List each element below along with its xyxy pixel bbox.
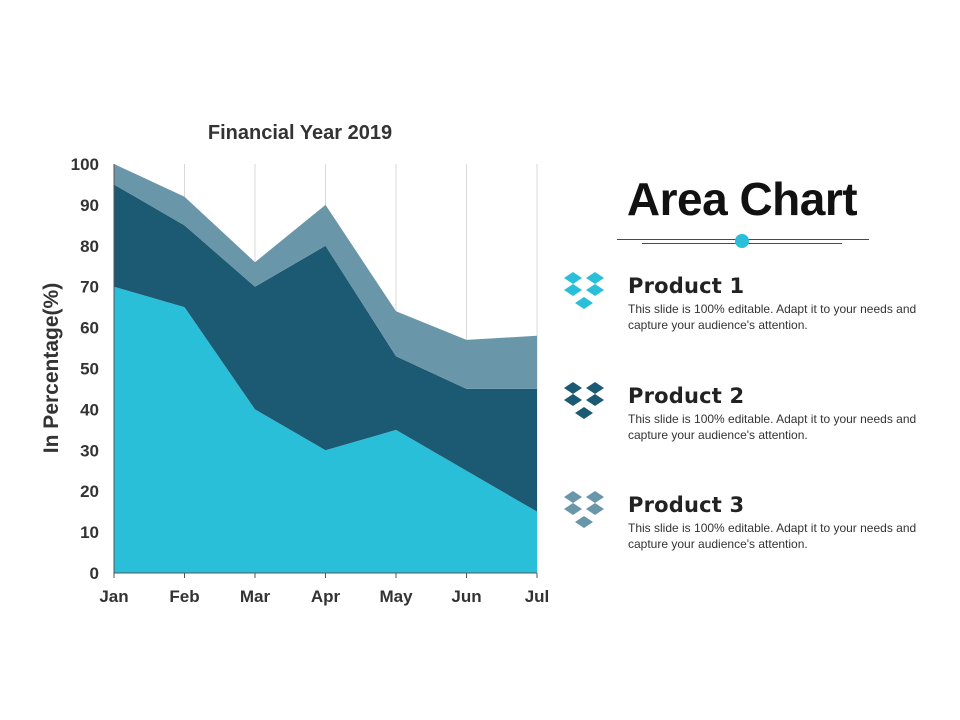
icon-facet: [586, 503, 604, 515]
dropbox-box-icon: [564, 382, 604, 419]
product-description: This slide is 100% editable. Adapt it to…: [628, 521, 917, 551]
dropbox-box-icon: [564, 272, 604, 309]
y-axis-ticks: 0 10 20 30 40 50 60 70 80 90 100: [71, 155, 99, 583]
icon-facet: [575, 516, 593, 528]
icon-facet: [575, 407, 593, 419]
icon-facet: [564, 272, 582, 284]
area-series-3: [114, 164, 537, 389]
y-tick-label: 20: [80, 482, 99, 501]
product-name: Product 3: [628, 493, 745, 517]
y-tick-label: 100: [71, 155, 99, 174]
area-chart: Financial Year 2019 0 10 20 30 40 50 60 70 80 90 1…: [40, 122, 549, 606]
y-tick-label: 80: [80, 237, 99, 256]
x-tick-label: Feb: [169, 587, 199, 606]
product-item-3: Product 3 This slide is 100% editable. A…: [560, 491, 940, 571]
x-tick-label: Jan: [99, 587, 128, 606]
chart-areas: [114, 164, 537, 573]
x-axis-ticks: Jan Feb Mar Apr May Jun Jul: [99, 573, 549, 606]
divider-dot: [735, 234, 749, 248]
y-tick-label: 0: [90, 564, 99, 583]
icon-facet: [564, 382, 582, 394]
product-item-1: Product 1 This slide is 100% editable. A…: [560, 272, 940, 352]
icon-facet: [564, 394, 582, 406]
area-series-1: [114, 286, 537, 573]
y-tick-label: 70: [80, 278, 99, 297]
product-name: Product 1: [628, 274, 745, 298]
icon-facet: [586, 272, 604, 284]
icon-facet: [586, 284, 604, 296]
x-tick-label: May: [379, 587, 413, 606]
dropbox-box-icon: [564, 491, 604, 528]
y-tick-label: 30: [80, 441, 99, 460]
page-title: Area Chart: [626, 173, 858, 225]
icon-facet: [586, 382, 604, 394]
icon-facet: [564, 284, 582, 296]
y-axis-label: In Percentage(%): [40, 283, 63, 453]
icon-facet: [575, 297, 593, 309]
chart-title: Financial Year 2019: [208, 122, 392, 144]
y-tick-label: 50: [80, 360, 99, 379]
product-description: This slide is 100% editable. Adapt it to…: [628, 412, 917, 442]
icon-facet: [564, 503, 582, 515]
icon-facet: [564, 491, 582, 503]
y-tick-label: 60: [80, 319, 99, 338]
icon-facet: [586, 491, 604, 503]
icon-facet: [586, 394, 604, 406]
y-tick-label: 40: [80, 400, 99, 419]
y-tick-label: 10: [80, 523, 99, 542]
x-tick-label: Jun: [451, 587, 481, 606]
x-tick-label: Mar: [240, 587, 271, 606]
product-description: This slide is 100% editable. Adapt it to…: [628, 302, 917, 332]
x-tick-label: Jul: [525, 587, 550, 606]
x-tick-label: Apr: [311, 587, 341, 606]
area-series-2: [114, 184, 537, 512]
product-item-2: Product 2 This slide is 100% editable. A…: [560, 382, 940, 462]
y-tick-label: 90: [80, 196, 99, 215]
title-divider: [617, 231, 869, 251]
product-name: Product 2: [628, 384, 745, 408]
